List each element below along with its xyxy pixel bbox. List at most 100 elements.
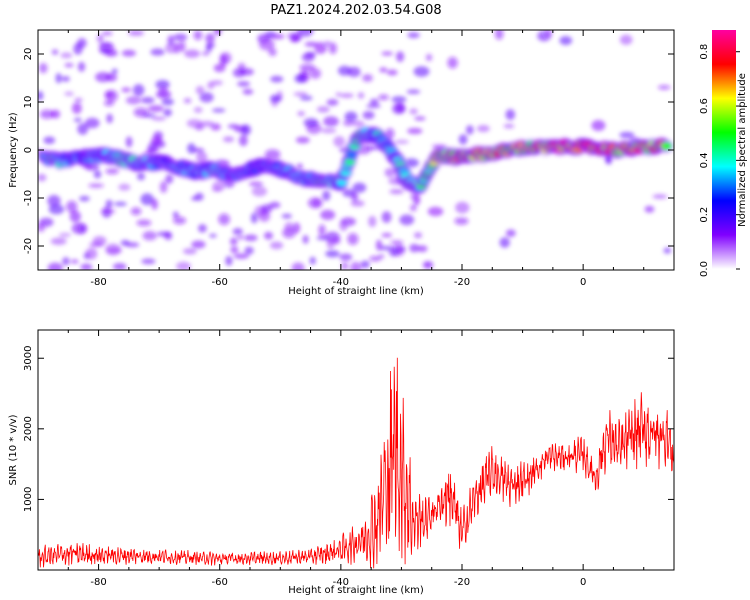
spectrogram-noise-cell xyxy=(43,136,56,145)
spectrogram-noise-cell xyxy=(289,35,300,43)
spectrogram-noise-cell xyxy=(302,234,309,244)
spectrogram-noise-cell xyxy=(369,98,379,105)
spectrogram-noise-cell xyxy=(341,262,349,270)
spectrogram-noise-cell xyxy=(258,38,275,51)
spectrogram-noise-cell xyxy=(309,68,321,79)
spectrogram-noise-cell xyxy=(394,139,409,144)
y-tick-label: -20 xyxy=(23,238,34,254)
spectrogram-noise-cell xyxy=(499,237,510,248)
spectrogram-noise-cell xyxy=(93,170,102,179)
spectrogram-noise-cell xyxy=(379,67,388,73)
spectrogram-noise-cell xyxy=(201,51,210,56)
spectrogram-noise-cell xyxy=(58,232,72,237)
spectrogram-noise-cell xyxy=(423,262,432,268)
spectrogram-x-label: Height of straight line (km) xyxy=(288,286,424,297)
spectrogram-noise-cell xyxy=(314,42,327,54)
spectrogram-noise-cell xyxy=(242,88,254,95)
spectrogram-noise-cell xyxy=(199,120,215,127)
y-tick-label: -10 xyxy=(23,190,34,206)
y-tick-label: 10 xyxy=(23,96,34,109)
spectrogram-noise-cell xyxy=(350,261,362,270)
spectrogram-noise-cell xyxy=(427,206,444,217)
spectrogram-noise-cell xyxy=(39,109,55,120)
colorbar-bar xyxy=(712,30,736,269)
x-tick-label: -40 xyxy=(333,277,349,288)
spectrogram-noise-cell xyxy=(350,200,365,207)
spectrogram-noise-cell xyxy=(55,73,62,84)
spectrogram-noise-cell xyxy=(105,199,113,208)
spectrogram-noise-cell xyxy=(184,49,201,58)
spectrogram-noise-cell xyxy=(297,30,314,37)
spectrogram-noise-cell xyxy=(121,87,132,93)
spectrogram-noise-cell xyxy=(84,117,100,129)
x-tick-label: 0 xyxy=(580,577,586,588)
spectrogram-noise-cell xyxy=(71,222,88,235)
spectrogram-noise-cell xyxy=(213,63,226,73)
spectrogram-noise-cell xyxy=(407,127,423,135)
spectrogram-noise-cell xyxy=(61,76,70,82)
spectrogram-noise-cell xyxy=(399,214,415,226)
spectrogram-noise-cell xyxy=(38,90,44,101)
spectrogram-noise-cell xyxy=(233,253,250,260)
spectrogram-noise-cell xyxy=(205,44,212,53)
spectrogram-noise-cell xyxy=(125,96,142,105)
spectrogram-noise-cell xyxy=(326,98,339,106)
spectrogram-noise-cell xyxy=(229,237,238,246)
spectrogram-noise-cell xyxy=(652,194,668,199)
spectrogram-noise-cell xyxy=(112,263,127,270)
spectrogram-noise-cell xyxy=(212,108,226,113)
spectrogram-noise-cell xyxy=(644,205,655,213)
spectrogram-noise-cell xyxy=(77,61,86,72)
spectrogram-noise-cell xyxy=(251,186,268,197)
spectrogram-signal-cell xyxy=(661,142,672,150)
spectrogram-noise-cell xyxy=(136,219,152,227)
spectrogram-noise-cell xyxy=(77,123,89,135)
spectrogram-noise-cell xyxy=(172,211,179,218)
spectrogram-noise-cell xyxy=(101,31,113,36)
spectrogram-noise-cell xyxy=(161,98,174,106)
spectrogram-noise-cell xyxy=(219,54,228,67)
spectrogram-noise-cell xyxy=(407,32,420,39)
spectrogram-noise-cell xyxy=(140,193,154,206)
spectrogram-noise-cell xyxy=(187,143,196,154)
spectrogram-noise-cell xyxy=(244,246,254,255)
spectrogram-noise-cell xyxy=(386,69,398,76)
spectrogram-noise-cell xyxy=(392,103,406,115)
spectrogram-noise-cell xyxy=(159,181,168,194)
spectrogram-noise-cell xyxy=(105,73,118,82)
spectrogram-noise-cell xyxy=(193,106,203,114)
spectrogram-noise-cell xyxy=(232,228,243,235)
spectrogram-noise-cell xyxy=(296,163,303,169)
spectrogram-noise-cell xyxy=(368,215,377,228)
spectrogram-y-label: Frequency (Hz) xyxy=(8,112,19,188)
colorbar-tick-label: 0.8 xyxy=(699,44,710,60)
figure-title: PAZ1.2024.202.03.54.G08 xyxy=(270,3,441,18)
spectrogram-noise-cell xyxy=(47,195,61,207)
spectrogram-noise-cell xyxy=(70,259,79,264)
spectrogram-noise-cell xyxy=(133,107,149,118)
spectrogram-noise-cell xyxy=(299,95,313,101)
spectrogram-noise-cell xyxy=(47,262,63,270)
spectrogram-noise-cell xyxy=(396,51,405,63)
spectrogram-noise-cell xyxy=(71,102,82,114)
spectrogram-noise-cell xyxy=(248,181,264,187)
spectrogram-noise-cell xyxy=(136,172,146,181)
spectrogram-noise-cell xyxy=(147,105,164,112)
spectrogram-noise-cell xyxy=(62,257,70,266)
spectrogram-noise-cell xyxy=(165,42,178,54)
spectrogram-noise-cell xyxy=(50,237,67,245)
spectrogram-noise-cell xyxy=(105,168,119,175)
spectrogram-noise-cell xyxy=(268,48,277,57)
colorbar-tick-label: 0.6 xyxy=(699,98,710,114)
spectrogram-noise-cell xyxy=(141,96,155,104)
spectrogram-noise-cell xyxy=(325,250,340,258)
spectrogram-noise-cell xyxy=(344,111,358,122)
spectrogram-noise-cell xyxy=(176,261,192,270)
spectrogram-noise-cell xyxy=(106,113,113,124)
x-tick-label: -60 xyxy=(212,277,228,288)
spectrogram-noise-cell xyxy=(105,89,118,102)
spectrogram-image xyxy=(38,30,674,270)
spectrogram-noise-cell xyxy=(333,135,346,148)
spectrogram-noise-cell xyxy=(254,205,267,217)
spectrogram-noise-cell xyxy=(294,74,307,84)
